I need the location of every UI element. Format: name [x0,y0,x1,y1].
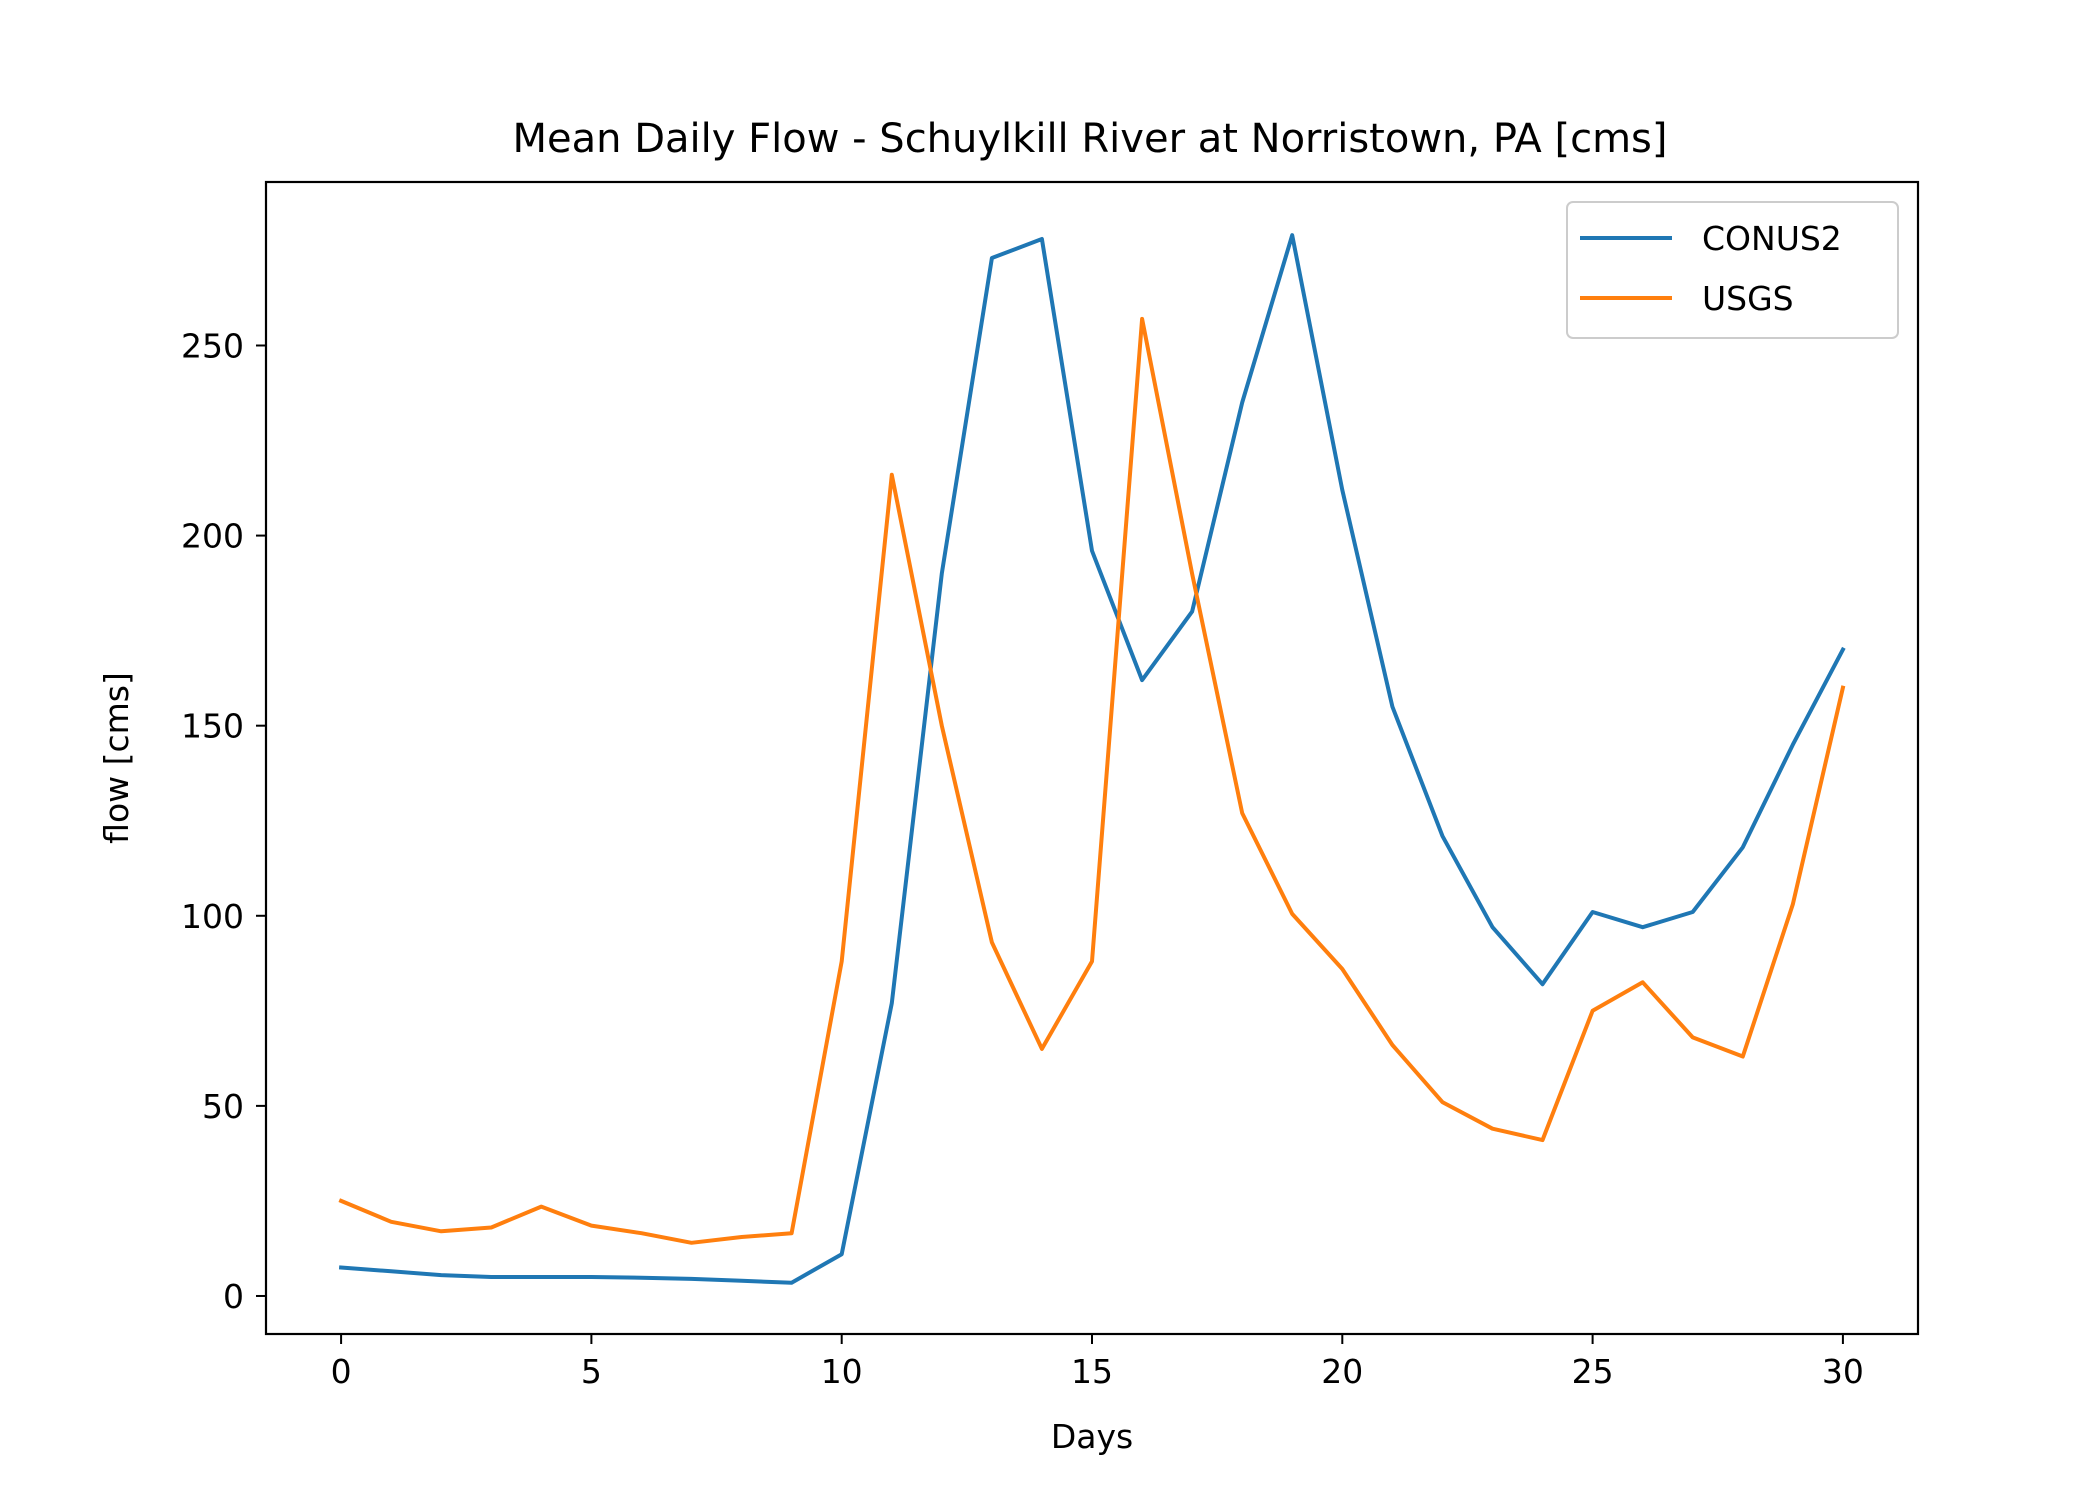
plot-frame [264,180,1920,1336]
legend-label-usgs: USGS [1702,279,1794,318]
y-tick-label: 150 [181,707,244,746]
x-tick-label: 25 [1572,1352,1614,1391]
y-tick-label: 0 [223,1277,244,1316]
y-tick-label: 50 [202,1087,244,1126]
x-tick-label: 5 [581,1352,602,1391]
y-axis-label: flow [cms] [97,672,136,844]
x-tick-label: 30 [1822,1352,1864,1391]
chart-title: Mean Daily Flow - Schuylkill River at No… [513,116,1668,162]
y-tick-label: 250 [181,326,244,365]
legend: CONUS2 USGS [1566,201,1899,339]
x-axis-label: Days [1051,1417,1133,1456]
y-axis-ticks: 0 50 100 150 200 250 [181,326,266,1316]
legend-label-conus2: CONUS2 [1702,219,1842,258]
x-axis-ticks: 0 5 10 15 20 25 30 [331,1334,1864,1391]
x-tick-label: 15 [1071,1352,1113,1391]
y-tick-label: 200 [181,517,244,556]
x-tick-label: 0 [331,1352,352,1391]
x-tick-label: 20 [1321,1352,1363,1391]
y-tick-label: 100 [181,897,244,936]
x-tick-label: 10 [821,1352,863,1391]
series-lines [338,233,1846,1285]
